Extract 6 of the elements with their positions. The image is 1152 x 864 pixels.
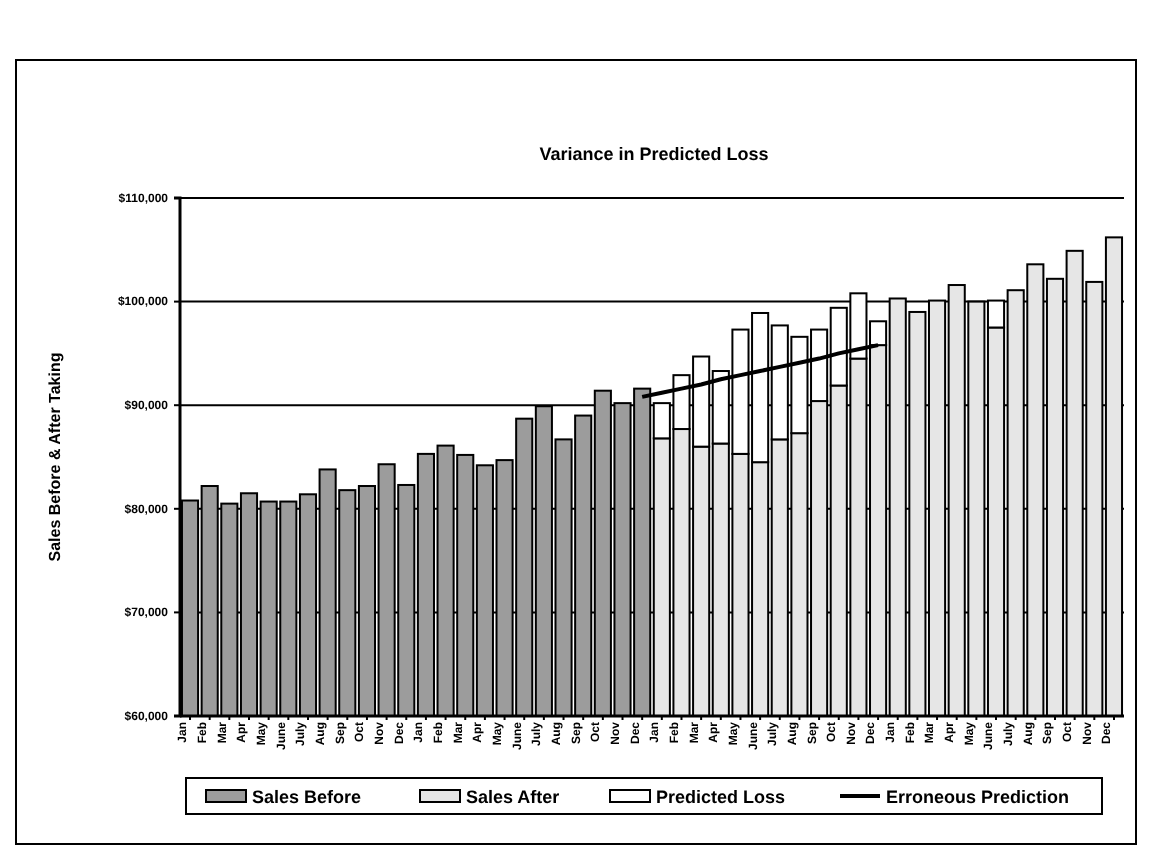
chart-subtitle: Variance in Predicted Loss <box>539 144 769 164</box>
legend-label: Sales After <box>466 787 561 807</box>
legend-label: Erroneous Prediction <box>886 787 1070 807</box>
y-axis-title: Sales Before & After Taking <box>46 352 64 562</box>
legend-label: Sales Before <box>252 787 362 807</box>
legend-label: Predicted Loss <box>656 787 786 807</box>
